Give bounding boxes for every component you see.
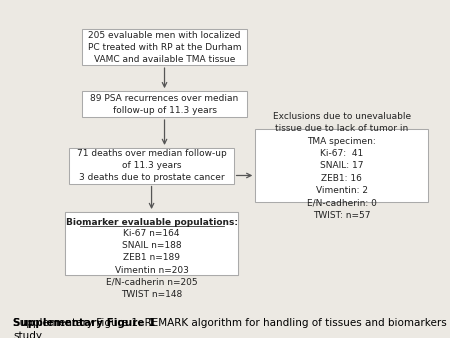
FancyBboxPatch shape (65, 212, 238, 275)
FancyBboxPatch shape (65, 212, 238, 275)
Text: 205 evaluable men with localized
PC treated with RP at the Durham
VAMC and avail: 205 evaluable men with localized PC trea… (88, 31, 241, 64)
Text: 71 deaths over median follow-up
of 11.3 years
3 deaths due to prostate cancer: 71 deaths over median follow-up of 11.3 … (76, 149, 226, 183)
FancyBboxPatch shape (69, 148, 234, 184)
Text: Biomarker evaluable populations:: Biomarker evaluable populations: (66, 218, 238, 227)
FancyBboxPatch shape (82, 29, 247, 65)
FancyBboxPatch shape (255, 129, 428, 202)
Text: Supplementary Figure 1: Supplementary Figure 1 (14, 318, 156, 328)
Text: 89 PSA recurrences over median
follow-up of 11.3 years: 89 PSA recurrences over median follow-up… (90, 94, 238, 115)
Text: Supplementary Figure 1. REMARK algorithm for handling of tissues and biomarkers : Supplementary Figure 1. REMARK algorithm… (14, 318, 450, 338)
Text: Ki-67 n=164
SNAIL n=188
ZEB1 n=189
Vimentin n=203
E/N-cadherin n=205
TWIST n=148: Ki-67 n=164 SNAIL n=188 ZEB1 n=189 Vimen… (106, 228, 198, 299)
Text: Exclusions due to unevaluable
tissue due to lack of tumor in
TMA specimen:
Ki-67: Exclusions due to unevaluable tissue due… (273, 112, 411, 220)
FancyBboxPatch shape (82, 91, 247, 117)
